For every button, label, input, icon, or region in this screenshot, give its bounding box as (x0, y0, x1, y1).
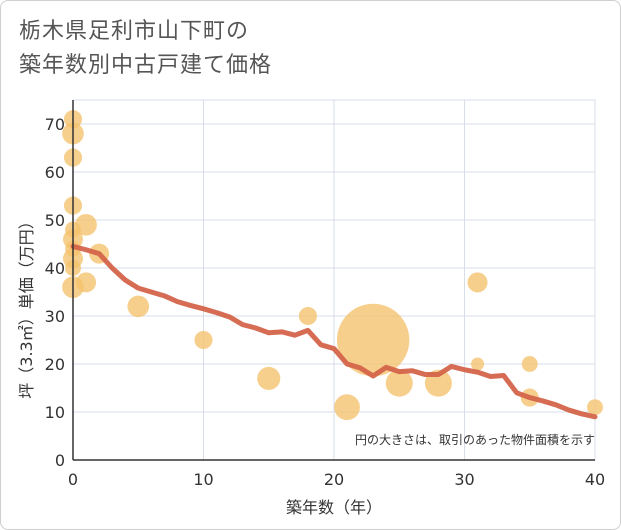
axes (72, 100, 595, 461)
y-tick-label: 30 (45, 307, 65, 326)
trend-line (70, 243, 598, 420)
x-tick-label: 30 (454, 470, 474, 489)
chart-title: 栃木県足利市山下町の 築年数別中古戸建て価格 (19, 15, 272, 83)
bubble-point (76, 272, 97, 293)
x-tick-label: 40 (585, 470, 605, 489)
y-tick-label: 40 (45, 259, 65, 278)
y-axis-label: 坪（3.3㎡）単価（万円） (17, 213, 36, 398)
y-tick-label: 70 (45, 115, 65, 134)
bubble-point (521, 356, 538, 372)
chart-title-line-1: 栃木県足利市山下町の (19, 19, 250, 44)
bubble-point (257, 366, 281, 390)
y-tick-label: 50 (45, 211, 65, 230)
size-annotation: 円の大きさは、取引のあった物件面積を示す (355, 432, 595, 447)
trend-series (70, 243, 598, 420)
bubble-point (467, 272, 488, 293)
bubble-point (75, 213, 97, 236)
bubble-point (127, 295, 150, 318)
bubble-point (298, 306, 317, 326)
x-tick-label: 0 (68, 470, 78, 489)
bubble-point (385, 369, 413, 397)
x-tick-label: 10 (193, 470, 213, 489)
y-tick-label: 10 (45, 403, 65, 422)
y-tick-label: 20 (45, 355, 65, 374)
tick-labels: 0 10 20 30 40 0 10 20 30 40 50 60 70 (45, 115, 606, 489)
bubble-point (471, 357, 485, 371)
bubble-point (336, 303, 410, 377)
y-tick-label: 60 (45, 163, 65, 182)
bubble-series (62, 110, 603, 421)
bubble-point (334, 394, 360, 421)
x-axis-label: 築年数（年） (286, 498, 382, 517)
x-tick-label: 20 (324, 470, 344, 489)
y-tick-label: 0 (55, 451, 65, 470)
grid-lines (72, 99, 596, 461)
bubble-point (194, 330, 213, 350)
chart-title-line-2: 築年数別中古戸建て価格 (19, 53, 273, 78)
bubble-point (587, 399, 603, 416)
